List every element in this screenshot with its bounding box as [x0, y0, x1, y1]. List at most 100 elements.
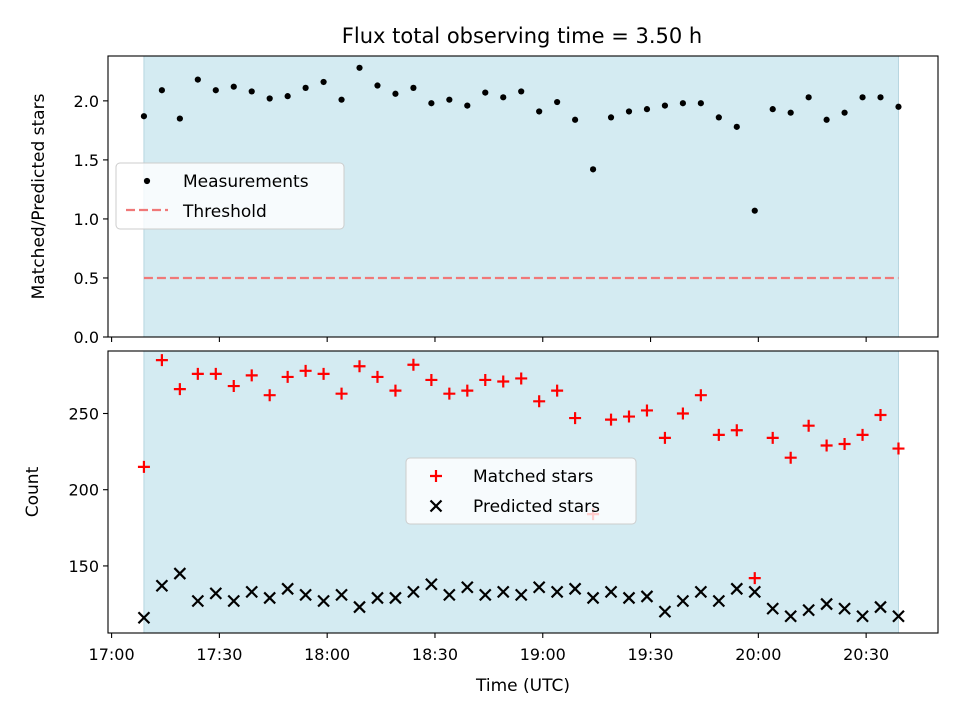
measurement-point: [679, 100, 686, 107]
x-tick-label: 17:00: [89, 645, 135, 664]
matched-star-point: [622, 410, 635, 423]
measurement-point: [715, 114, 722, 121]
measurement-point: [356, 64, 363, 71]
measurement-point: [859, 94, 866, 101]
measurement-point: [500, 94, 507, 101]
predicted-star-point: [622, 591, 636, 605]
legend: Measurements Threshold: [115, 162, 345, 230]
predicted-star-point: [694, 585, 708, 599]
predicted-star-point: [155, 579, 169, 593]
legend-predicted-marker: [429, 499, 443, 513]
measurement-point: [733, 123, 740, 130]
measurement-point: [392, 90, 399, 97]
measurement-point: [751, 207, 758, 214]
legend-label: Measurements: [183, 172, 309, 192]
predicted-star-point: [209, 587, 223, 600]
matched-star-point: [820, 439, 833, 452]
predicted-star-point: [173, 567, 187, 580]
x-tick-label: 19:00: [520, 645, 566, 664]
matched-star-point: [533, 395, 546, 408]
measurement-point: [805, 94, 812, 101]
measurement-point: [536, 108, 543, 115]
measurement-point: [446, 96, 453, 103]
matched-star-point: [766, 431, 779, 444]
matched-star-point: [694, 389, 707, 402]
matched-star-point: [173, 383, 186, 396]
legend-label: Predicted stars: [473, 497, 600, 517]
predicted-star-point: [137, 611, 151, 625]
legend-box: [115, 162, 345, 230]
y-tick-label: 1.5: [74, 151, 99, 170]
measurement-point: [482, 89, 489, 96]
predicted-star-point: [604, 585, 618, 599]
measurement-point: [464, 102, 471, 109]
matched-star-point: [443, 387, 456, 400]
measurement-point: [625, 108, 633, 115]
matched-star-point: [838, 437, 851, 450]
measurement-point: [428, 100, 435, 107]
legend-label: Matched stars: [473, 467, 593, 487]
predicted-star-point: [514, 588, 528, 602]
top-panel: 0.0 0.5 1.0 1.5 2.0 Matched/Predicted stars Me…: [29, 55, 939, 347]
matched-star-point: [551, 384, 564, 397]
matched-star-point: [425, 373, 438, 386]
predicted-star-point: [461, 580, 474, 594]
matched-star-point: [676, 407, 689, 420]
predicted-star-point: [802, 603, 815, 617]
measurement-point: [554, 98, 561, 106]
matched-star-point: [389, 384, 402, 397]
legend-measurement-marker: [143, 177, 151, 185]
x-tick-label: 20:30: [843, 645, 889, 664]
predicted-star-point: [838, 602, 851, 615]
matched-star-point: [856, 428, 869, 441]
predicted-star-point: [317, 594, 330, 608]
measurement-point: [410, 84, 417, 91]
measurement-point: [607, 114, 615, 121]
matched-star-point: [892, 442, 905, 455]
y-axis-label: Matched/Predicted stars: [29, 93, 49, 299]
measurement-point: [697, 100, 704, 107]
matched-star-point: [748, 572, 761, 585]
predicted-star-point: [191, 594, 205, 608]
y-tick-label: 0.5: [74, 269, 99, 288]
matched-star-point: [497, 375, 510, 388]
matched-star-point: [227, 380, 240, 393]
predicted-star-point: [532, 580, 546, 594]
predicted-star-point: [730, 582, 744, 596]
matched-star-point: [245, 369, 258, 382]
matched-star-point: [569, 412, 582, 425]
measurement-point: [176, 115, 183, 122]
predicted-star-point: [568, 582, 582, 596]
x-tick-label: 18:30: [412, 645, 458, 664]
bottom-panel: 17:00 17:30 18:00 18:30 19:00 19:30 20:00 20:30…: [23, 350, 939, 696]
matched-star-point: [371, 370, 384, 383]
legend: Matched stars Predicted stars: [405, 457, 637, 525]
x-tick-label: 17:30: [196, 645, 242, 664]
measurement-point: [643, 106, 651, 113]
predicted-star-point: [443, 588, 456, 602]
matched-star-point: [137, 460, 150, 473]
predicted-star-point: [371, 591, 384, 605]
measurement-point: [266, 95, 273, 102]
matched-star-point: [263, 389, 276, 402]
measurement-point: [823, 116, 830, 123]
measurement-point: [877, 94, 884, 101]
x-tick-label: 19:30: [627, 645, 673, 664]
axes-frame: [107, 55, 939, 338]
predicted-star-point: [478, 588, 492, 602]
matched-star-point: [640, 404, 653, 417]
matched-star-point: [281, 370, 294, 383]
x-tick-label: 20:00: [735, 645, 781, 664]
y-tick-label: 0.0: [74, 328, 99, 347]
legend-matched-marker: [430, 470, 442, 482]
measurement-point: [518, 88, 525, 95]
measurement-point: [212, 87, 219, 94]
predicted-star-point: [389, 591, 402, 605]
measurement-point: [158, 87, 165, 94]
measurement-point: [374, 82, 381, 89]
measurement-point: [841, 109, 848, 116]
measurement-point: [302, 84, 309, 91]
measurement-point: [140, 113, 148, 120]
matched-star-point: [155, 354, 168, 367]
